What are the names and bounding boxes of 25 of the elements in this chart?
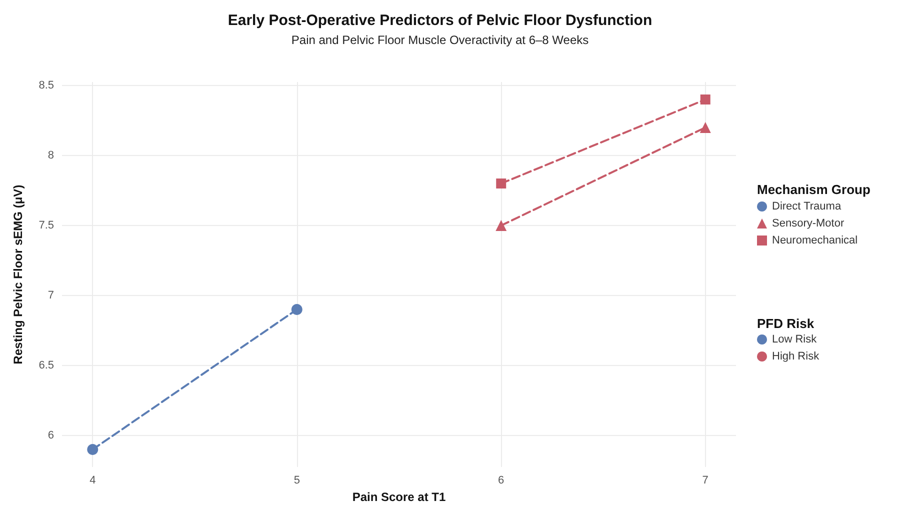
y-tick-label: 8 <box>48 150 54 162</box>
x-tick-label: 7 <box>702 474 708 486</box>
legend-label: Direct Trauma <box>772 200 842 212</box>
y-tick-label: 7 <box>48 290 54 302</box>
legend-label: Sensory-Motor <box>772 218 844 230</box>
point <box>291 304 302 315</box>
point <box>700 94 710 104</box>
point <box>87 444 98 455</box>
text: Mechanism Group <box>757 182 870 197</box>
chart-subtitle: Pain and Pelvic Floor Muscle Overactivity at 6–8 Weeks <box>291 33 589 47</box>
x-tick-label: 5 <box>294 474 300 486</box>
text: PFD Risk <box>757 316 814 331</box>
legend-label: Low Risk <box>772 334 818 346</box>
point <box>496 178 506 188</box>
y-axis-title: Resting Pelvic Floor sEMG (μV) <box>11 184 25 364</box>
x-axis-title: Pain Score at T1 <box>352 490 446 504</box>
y-tick-label: 7.5 <box>38 220 54 232</box>
x-tick-label: 6 <box>498 474 504 486</box>
y-tick-label: 6 <box>48 430 54 442</box>
legend-label: Neuromechanical <box>772 234 858 246</box>
legend-label: High Risk <box>772 350 820 362</box>
y-tick-label: 8.5 <box>38 80 54 92</box>
y-tick-label: 6.5 <box>38 360 54 372</box>
chart-title: Early Post-Operative Predictors of Pelvic Floor Dysfunction <box>228 12 652 29</box>
x-tick-label: 4 <box>90 474 96 486</box>
